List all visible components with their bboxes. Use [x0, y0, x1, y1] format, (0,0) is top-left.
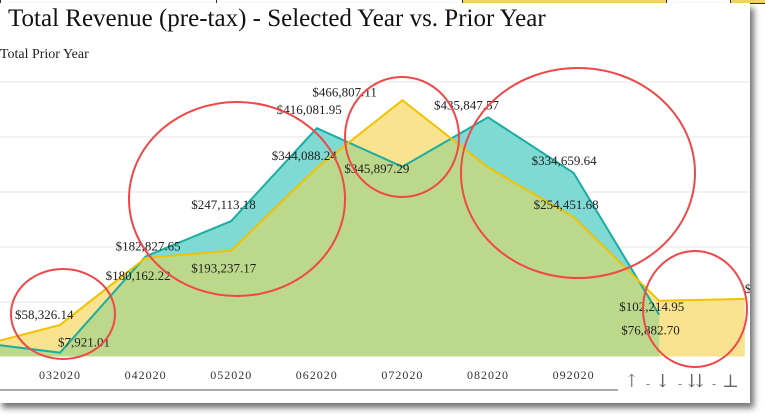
data-label: $182,827.65	[116, 238, 181, 253]
data-label: $435,847.57	[434, 97, 500, 112]
data-label: $345,897.29	[344, 161, 409, 176]
separator: -	[712, 377, 717, 391]
annotation-circle	[128, 101, 346, 297]
annotation-circle	[460, 67, 696, 279]
data-label: $334,659.64	[532, 153, 598, 168]
x-tick-label: 062020	[296, 368, 338, 382]
annotation-circle	[10, 268, 116, 360]
separator: -	[678, 377, 683, 391]
data-label: $247,113.18	[191, 197, 256, 212]
data-label: $105,7	[745, 281, 750, 296]
prior-line	[0, 98, 745, 342]
arrow-up-icon[interactable]: ↑	[624, 371, 640, 392]
expand-hierarchy-icon[interactable]: ⊥	[722, 371, 739, 392]
data-label: $254,451.68	[534, 197, 599, 212]
arrow-down-icon[interactable]: ↓	[655, 371, 671, 392]
annotation-circle	[344, 76, 460, 198]
data-label: $416,081.95	[277, 102, 342, 117]
data-label: $180,162.22	[106, 268, 171, 283]
separator: -	[646, 377, 651, 391]
selected-line	[0, 116, 661, 354]
chart-title: Total Revenue (pre-tax) - Selected Year …	[8, 5, 546, 32]
annotation-circle	[642, 250, 748, 368]
x-tick-label: 052020	[210, 368, 252, 382]
x-tick-label: 032020	[39, 368, 81, 382]
overlap-area	[0, 117, 660, 357]
data-label: $466,807.11	[312, 84, 377, 99]
x-tick-label: 082020	[467, 368, 509, 382]
data-label: $102,214.95	[619, 299, 684, 314]
x-tick-label: 042020	[125, 368, 167, 382]
data-label: $344,088.24	[272, 148, 338, 163]
double-arrow-down-icon[interactable]: ⇊	[688, 371, 704, 392]
x-tick-label: 092020	[553, 368, 595, 382]
data-label: $7,921.01	[58, 335, 110, 350]
data-label: $193,237.17	[191, 261, 257, 276]
area-chart: $7,921.01 $182,827.65 $247,113.18 $416,081.…	[0, 67, 750, 391]
x-tick-label: 072020	[381, 368, 423, 382]
data-label: $76,882.70	[621, 323, 680, 338]
chart-card: Total Revenue (pre-tax) - Selected Year …	[0, 3, 750, 403]
data-label: $58,326.14	[15, 307, 74, 322]
legend-item-prior-year[interactable]: tTotal Prior Year	[0, 47, 89, 62]
